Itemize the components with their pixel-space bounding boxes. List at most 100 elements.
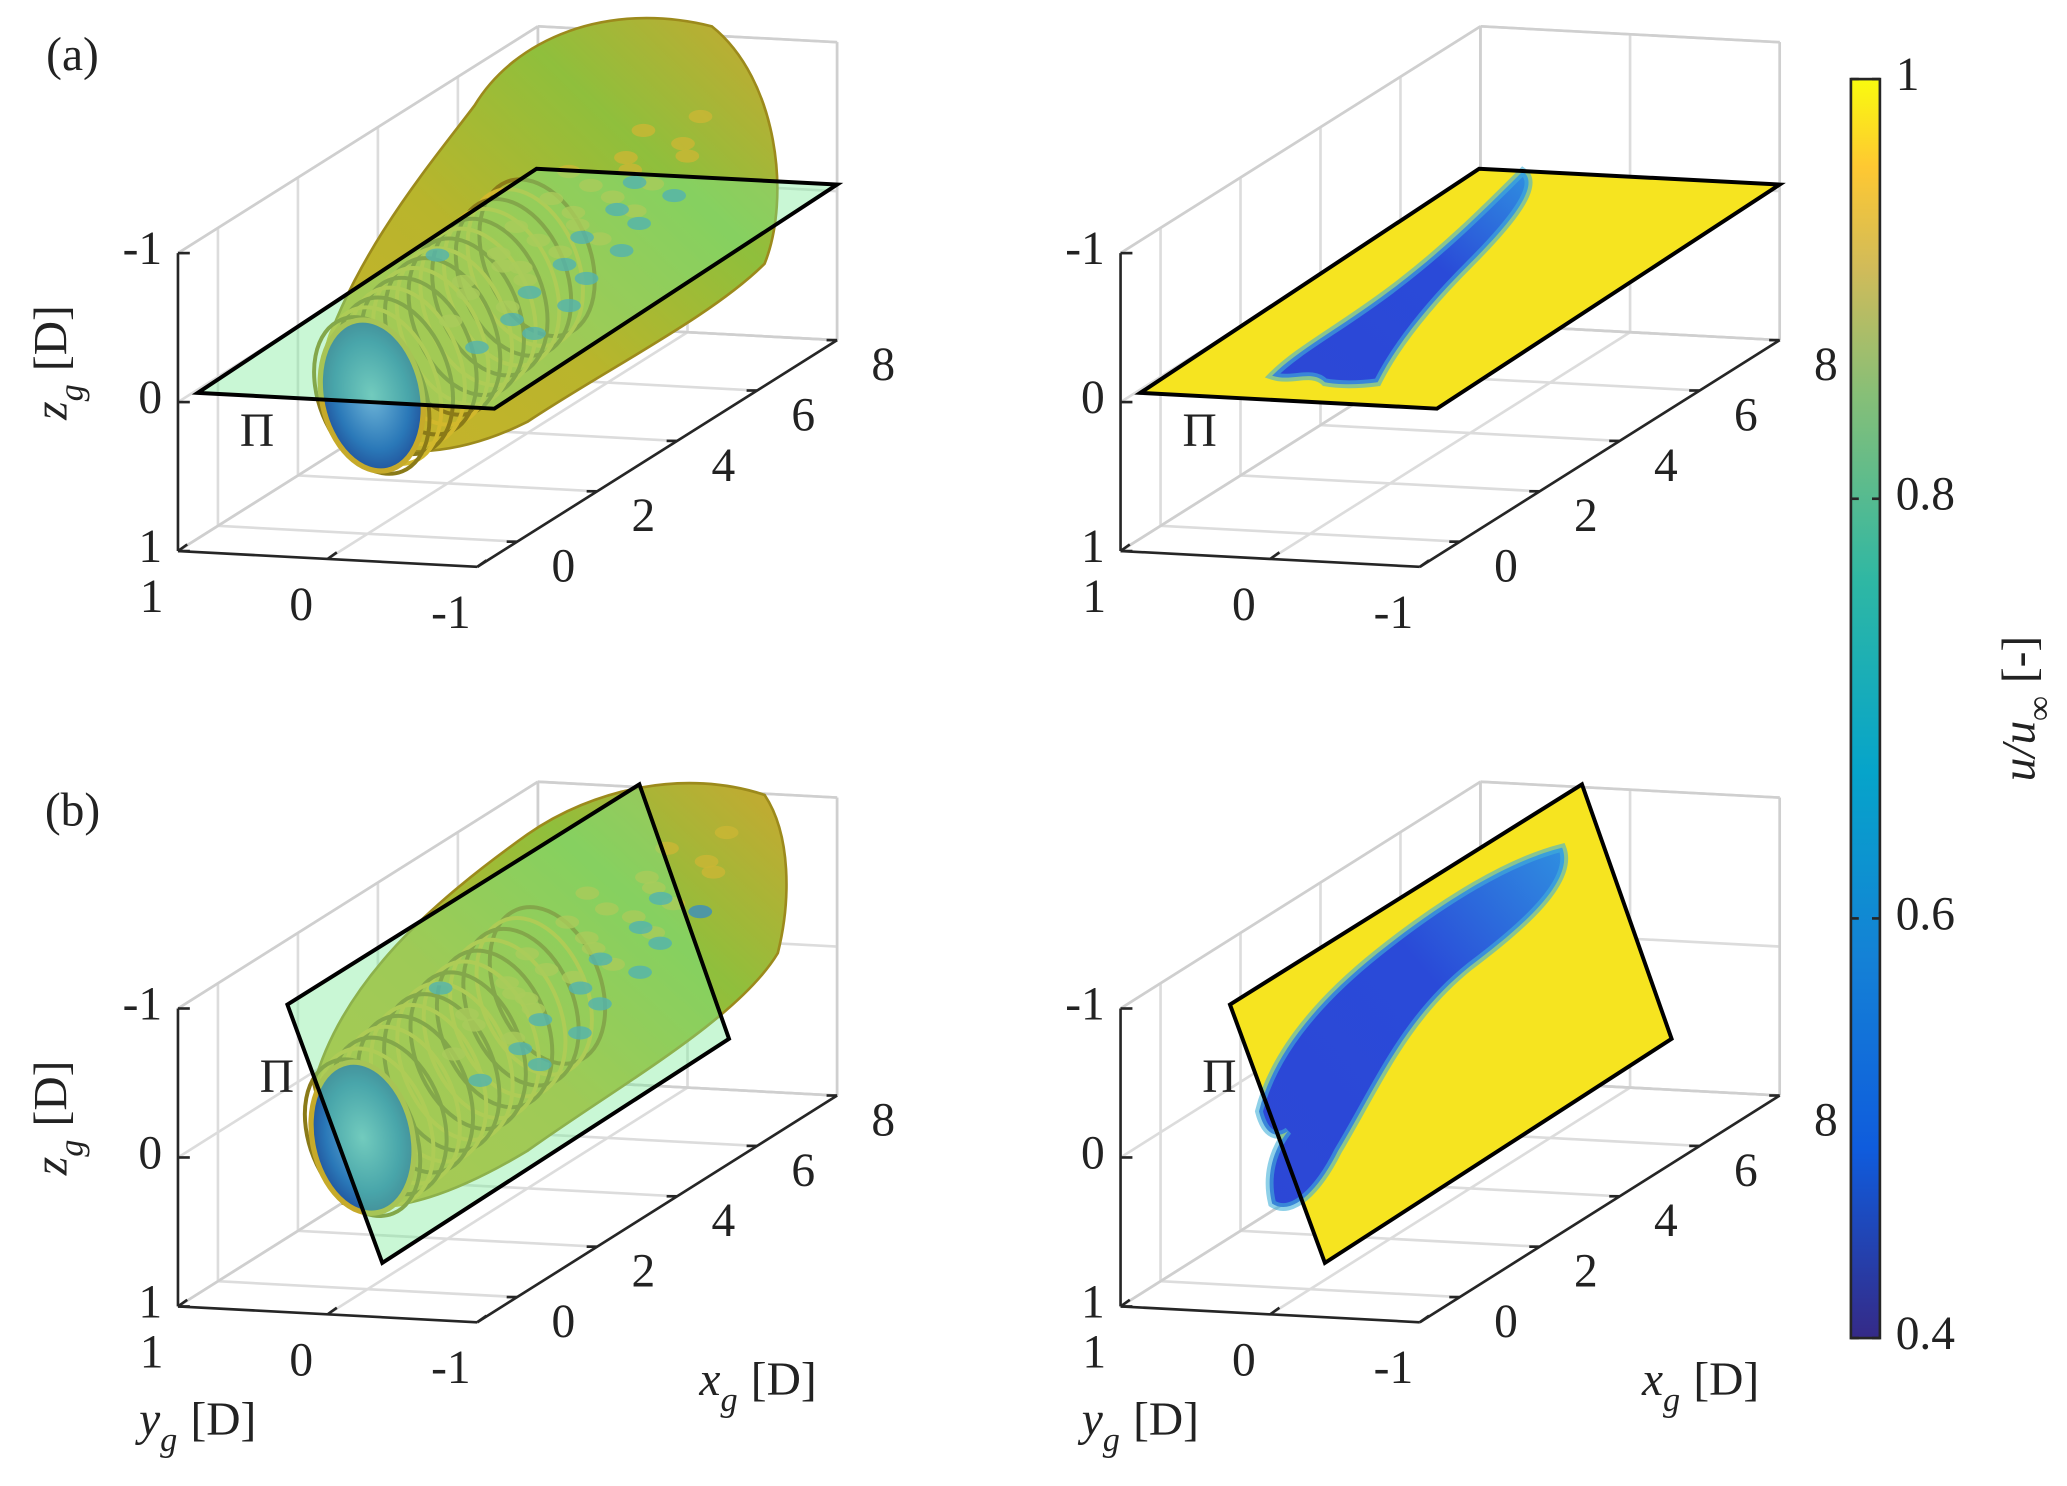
vortex-blob — [694, 854, 719, 869]
colorbar-label-symbol: u/u — [1993, 721, 2045, 782]
box-edge — [1119, 780, 1482, 1010]
vortex-blob — [609, 243, 634, 258]
box-edge — [177, 25, 539, 255]
vortex-blob — [451, 274, 476, 289]
y-axis — [1120, 1305, 1420, 1324]
y-tick-label: -1 — [431, 587, 471, 639]
z-tick-label: 0 — [1081, 1127, 1105, 1179]
vortex-blob — [555, 915, 580, 929]
vortex-blob — [425, 248, 450, 262]
z-tick-label: 1 — [1081, 521, 1105, 573]
vortex-blob — [508, 260, 533, 275]
plane-label: Π — [260, 1051, 294, 1103]
tick-mark — [177, 543, 188, 553]
vortex-blob — [688, 109, 713, 124]
x-tick-label: 0 — [551, 541, 575, 593]
x-axis — [1419, 1094, 1781, 1324]
vortex-blob — [486, 246, 511, 261]
y-axis-label-symbol: y — [135, 1394, 161, 1446]
vortex-blob — [640, 177, 665, 191]
plane — [1140, 168, 1780, 409]
vortex-blob — [548, 245, 573, 259]
vortex-blob — [622, 204, 647, 218]
y-tick-label: 1 — [140, 1326, 164, 1378]
y-axis — [177, 1305, 478, 1324]
vortex-blob — [462, 1018, 486, 1032]
plane-label: Π — [1202, 1051, 1236, 1103]
tick-mark — [1419, 1314, 1430, 1324]
x-tick-label: 6 — [791, 1145, 815, 1197]
x-tick-label: 4 — [1654, 1195, 1678, 1247]
vortex-blob — [588, 997, 612, 1011]
plane-outline — [1227, 781, 1674, 1266]
vortex-blob — [701, 865, 726, 879]
vortex-blob — [675, 149, 700, 163]
y-axis-label-subscript: g — [160, 1421, 177, 1459]
vortex-blob — [581, 941, 606, 956]
panel: Π -1 0 11 0 -1 0 2 4 6 8 — [1065, 25, 1838, 639]
vortex-blob — [527, 1057, 552, 1072]
z-axis-label-symbol: z — [25, 1157, 77, 1176]
vortex-blob — [504, 219, 529, 234]
z-tick-label: 1 — [138, 521, 162, 573]
z-axis-label-unit: [D] — [25, 1061, 77, 1127]
vortex-blob — [605, 202, 629, 217]
colorbar-tick-label: 0.6 — [1896, 888, 1955, 940]
vortex-blob — [628, 965, 652, 979]
x-axis-label: xg [D] — [1641, 1354, 1759, 1419]
z-tick-label: 0 — [138, 1127, 162, 1179]
velocity-deficit — [1254, 842, 1568, 1211]
plane-label: Π — [240, 405, 274, 457]
colorbar: 0.4 0.6 0.8 1 u/u∞ [-] — [1849, 49, 2058, 1360]
x-tick-label: 4 — [1654, 440, 1678, 492]
z-axis-label-symbol: z — [25, 401, 77, 420]
y-axis-label-subscript: g — [1103, 1421, 1120, 1459]
wake-isosurface — [312, 781, 788, 1209]
z-axis-label-subscript: g — [52, 384, 90, 401]
z-tick-label: -1 — [123, 223, 163, 275]
x-tick-label: 2 — [1574, 1246, 1598, 1298]
vortex-blob — [568, 981, 593, 995]
box-edge — [1119, 25, 1482, 255]
vortex-blob — [501, 1031, 526, 1045]
vortex-blob — [441, 1047, 466, 1061]
vortex-blob — [495, 300, 520, 314]
x-tick-label: 8 — [871, 1094, 895, 1146]
vortex-blob — [627, 216, 651, 231]
colorbar-gradient — [1849, 77, 1882, 1340]
y-tick-label: -1 — [1374, 587, 1414, 639]
vortex-blob — [622, 175, 647, 189]
vortex-blob — [561, 205, 586, 220]
colorbar-tick-label: 0.8 — [1896, 469, 1955, 521]
vortex-blob — [570, 230, 594, 244]
vortex-blob — [579, 178, 603, 193]
z-tick-label: -1 — [123, 978, 163, 1030]
tick-mark — [476, 1314, 488, 1324]
y-axis-label-symbol: y — [1078, 1394, 1104, 1446]
panel-label: (b) — [45, 785, 100, 837]
vortex-blob — [456, 287, 480, 301]
y-tick-label: 1 — [140, 571, 164, 623]
y-tick-label: 1 — [1082, 571, 1106, 623]
vortex-blob — [468, 1073, 493, 1087]
x-axis-label-symbol: x — [698, 1354, 720, 1406]
x-tick-label: 0 — [1494, 1296, 1518, 1348]
vortex-blob — [515, 947, 540, 961]
tick-mark — [326, 1306, 338, 1316]
vortex-blob — [662, 188, 687, 203]
x-tick-label: 2 — [1574, 490, 1598, 542]
x-axis — [476, 339, 838, 568]
vortex-blob — [621, 910, 646, 924]
y-tick-label: 1 — [1082, 1326, 1106, 1378]
colorbar-label: u/u∞ [-] — [1993, 636, 2058, 782]
panel-label: (a) — [46, 29, 99, 81]
z-axis-label-subscript: g — [52, 1140, 90, 1157]
vortex-blob — [635, 870, 659, 884]
x-tick-label: 6 — [791, 389, 815, 441]
vortex-blob — [575, 886, 600, 900]
plane-label: Π — [1183, 405, 1217, 457]
x-tick-label: 4 — [711, 1195, 735, 1247]
vortex-blob — [568, 1026, 592, 1040]
